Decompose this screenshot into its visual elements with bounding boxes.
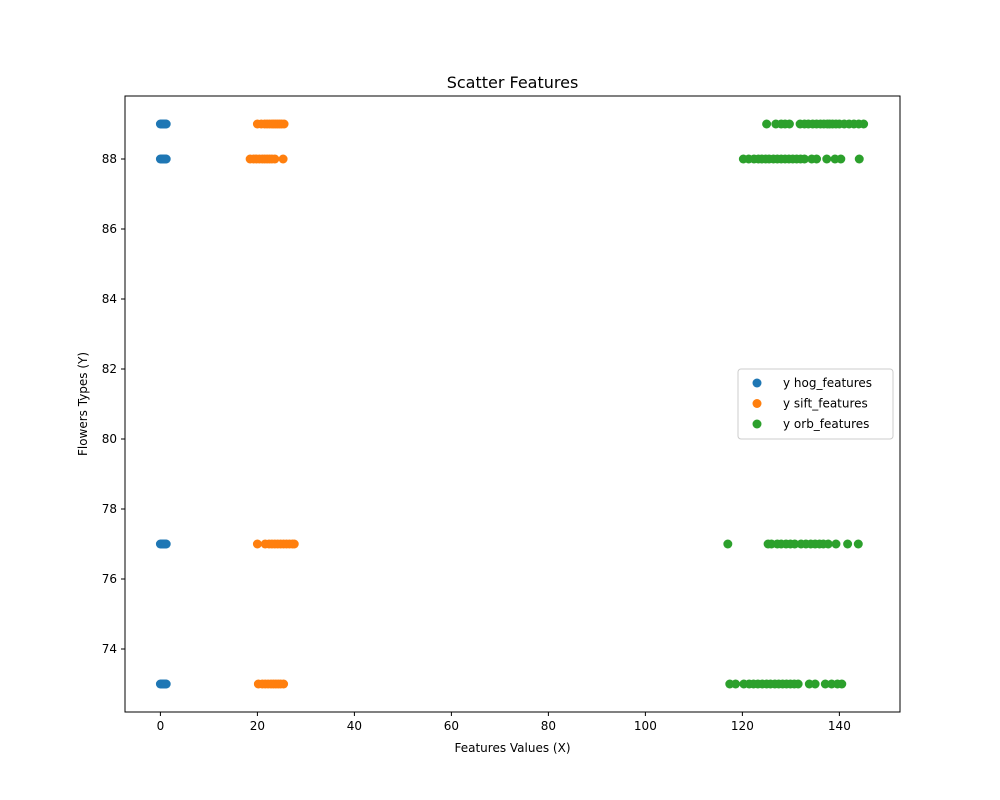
series-2-point-58 bbox=[823, 539, 833, 549]
series-0 bbox=[155, 119, 171, 689]
series-2 bbox=[723, 119, 869, 689]
x-axis: 0 20 40 60 80 100 120 140 bbox=[157, 712, 851, 733]
x-tick-label-1: 20 bbox=[250, 719, 265, 733]
series-1 bbox=[245, 119, 299, 689]
series-0-point-13 bbox=[161, 154, 171, 164]
series-2-point-63 bbox=[731, 679, 741, 689]
series-1-point-11 bbox=[279, 119, 289, 129]
x-tick-label-7: 140 bbox=[828, 719, 851, 733]
series-0-point-6 bbox=[161, 119, 171, 129]
series-2-point-59 bbox=[831, 539, 841, 549]
series-2-point-42 bbox=[836, 154, 846, 164]
series-2-point-83 bbox=[837, 679, 847, 689]
series-0-point-20 bbox=[161, 539, 171, 549]
y-axis: 74 76 78 80 82 84 86 88 bbox=[102, 152, 125, 656]
series-2-point-39 bbox=[812, 154, 822, 164]
x-axis-title: Features Values (X) bbox=[454, 741, 570, 755]
series-1-point-21 bbox=[270, 154, 280, 164]
legend-label-0: y hog_features bbox=[783, 376, 872, 390]
x-tick-label-5: 100 bbox=[634, 719, 657, 733]
y-tick-label-0: 74 bbox=[102, 642, 117, 656]
y-tick-label-7: 88 bbox=[102, 152, 117, 166]
series-2-point-61 bbox=[853, 539, 863, 549]
legend-marker-2 bbox=[752, 419, 762, 429]
y-tick-label-6: 86 bbox=[102, 222, 117, 236]
legend-label-1: y sift_features bbox=[783, 397, 868, 411]
x-tick-label-3: 60 bbox=[444, 719, 459, 733]
series-2-point-80 bbox=[820, 679, 830, 689]
y-axis-title: Flowers Types (Y) bbox=[76, 352, 90, 456]
y-tick-label-3: 80 bbox=[102, 432, 117, 446]
series-2-point-37 bbox=[799, 154, 809, 164]
y-tick-label-1: 76 bbox=[102, 572, 117, 586]
series-2-point-44 bbox=[723, 539, 733, 549]
series-2-point-21 bbox=[859, 119, 869, 129]
series-0-point-27 bbox=[161, 679, 171, 689]
y-tick-label-5: 84 bbox=[102, 292, 117, 306]
legend-box bbox=[737, 368, 894, 440]
series-2-point-79 bbox=[810, 679, 820, 689]
chart-title: Scatter Features bbox=[447, 73, 579, 92]
series-1-point-22 bbox=[278, 154, 288, 164]
legend-marker-1 bbox=[752, 399, 762, 408]
series-1-point-44 bbox=[279, 679, 289, 689]
series-2-point-0 bbox=[762, 119, 772, 129]
y-tick-label-2: 78 bbox=[102, 502, 117, 516]
y-tick-label-4: 82 bbox=[102, 362, 117, 376]
x-tick-label-0: 0 bbox=[157, 719, 165, 733]
x-tick-label-4: 80 bbox=[541, 719, 556, 733]
legend-label-2: y orb_features bbox=[783, 417, 869, 431]
series-2-point-43 bbox=[854, 154, 864, 164]
series-2-point-77 bbox=[793, 679, 803, 689]
legend-marker-0 bbox=[752, 378, 762, 388]
x-tick-label-6: 120 bbox=[731, 719, 754, 733]
series-2-point-51 bbox=[790, 539, 800, 549]
series-1-point-23 bbox=[252, 539, 262, 549]
series-1-point-34 bbox=[289, 539, 299, 549]
series-2-point-60 bbox=[843, 539, 853, 549]
series-2-point-40 bbox=[822, 154, 832, 164]
plot-frame bbox=[124, 95, 901, 713]
points-layer bbox=[155, 119, 869, 689]
series-2-point-4 bbox=[784, 119, 794, 129]
x-tick-label-2: 40 bbox=[347, 719, 362, 733]
